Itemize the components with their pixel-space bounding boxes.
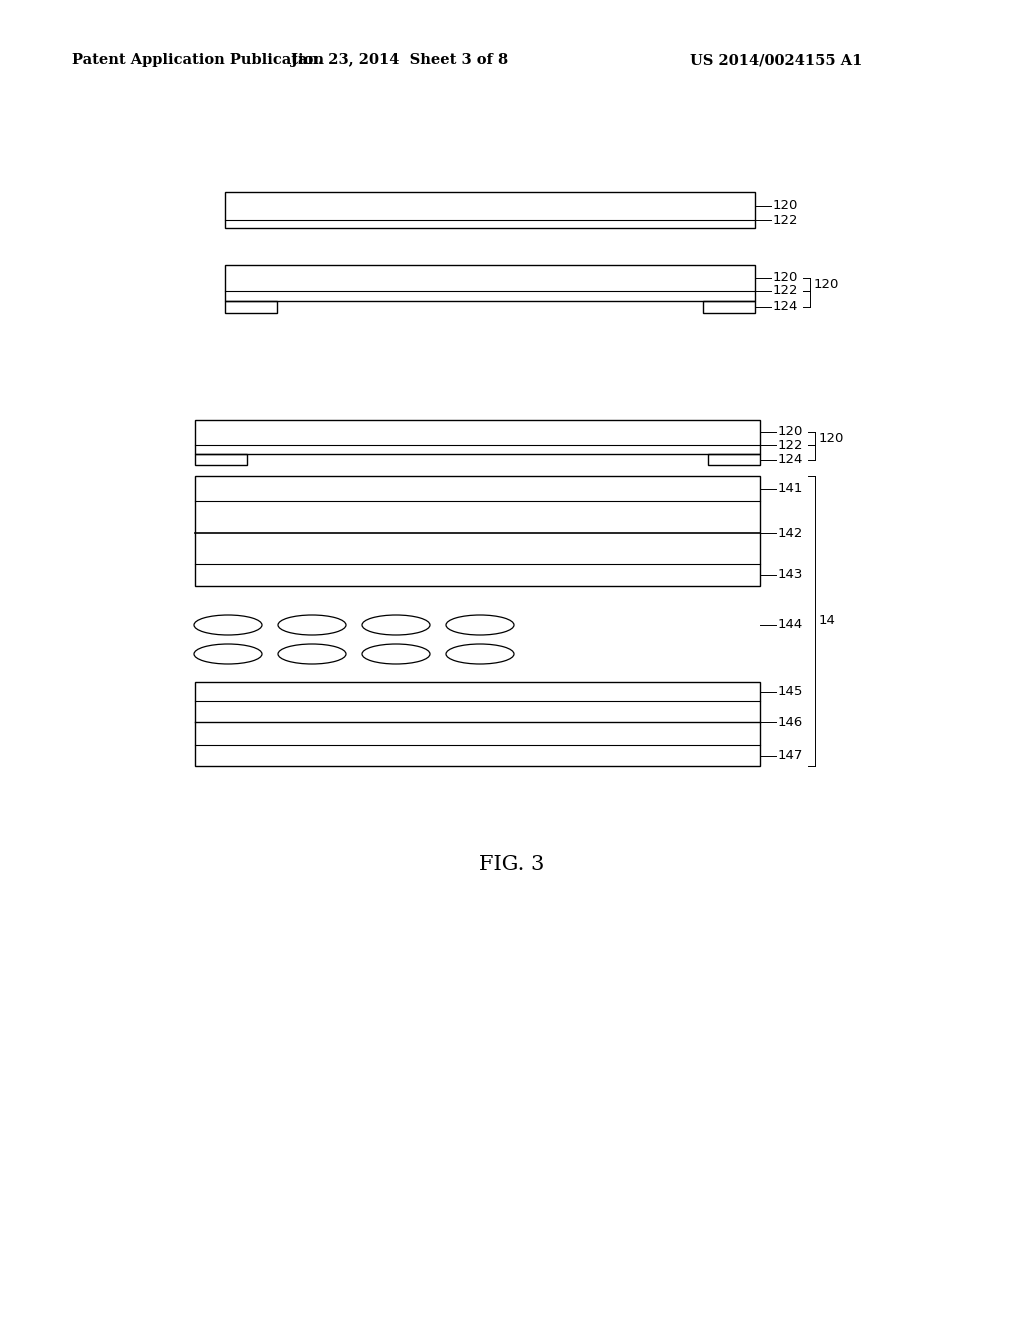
Bar [225, 265, 755, 301]
Text: Patent Application Publication: Patent Application Publication [72, 53, 324, 67]
Text: 120: 120 [814, 277, 840, 290]
Text: 141: 141 [778, 482, 804, 495]
Text: 120: 120 [819, 432, 845, 445]
Text: 122: 122 [773, 284, 799, 297]
Text: 124: 124 [773, 301, 799, 314]
Text: 122: 122 [778, 438, 804, 451]
Text: 145: 145 [778, 685, 804, 698]
Text: Jan. 23, 2014  Sheet 3 of 8: Jan. 23, 2014 Sheet 3 of 8 [292, 53, 509, 67]
Text: 142: 142 [778, 527, 804, 540]
Text: 124: 124 [778, 453, 804, 466]
Bar [708, 454, 760, 465]
Text: 120: 120 [778, 425, 804, 438]
Text: FIG. 3: FIG. 3 [479, 855, 545, 874]
Text: 120: 120 [773, 271, 799, 284]
Text: 14: 14 [819, 615, 836, 627]
Text: US 2014/0024155 A1: US 2014/0024155 A1 [690, 53, 862, 67]
Bar [703, 301, 755, 313]
Text: 144: 144 [778, 619, 803, 631]
Bar [195, 477, 760, 586]
Text: 143: 143 [778, 569, 804, 582]
Bar [225, 301, 278, 313]
Bar [195, 682, 760, 766]
Bar [195, 454, 247, 465]
Text: 122: 122 [773, 214, 799, 227]
Bar [225, 191, 755, 228]
Text: 120: 120 [773, 199, 799, 213]
Bar [195, 420, 760, 454]
Text: 147: 147 [778, 748, 804, 762]
Text: 146: 146 [778, 715, 803, 729]
